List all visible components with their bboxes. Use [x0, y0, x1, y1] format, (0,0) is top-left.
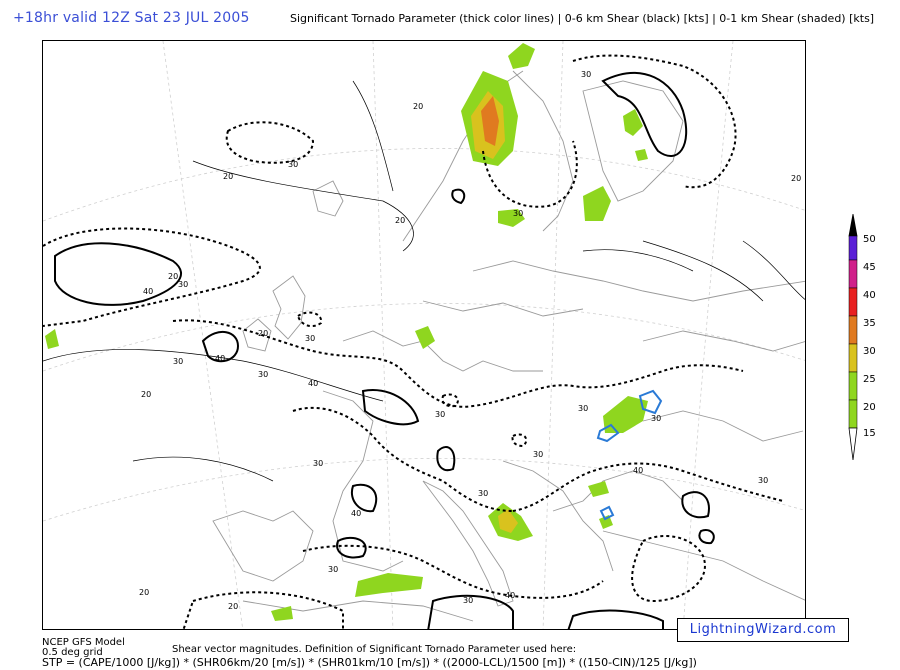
- contour-label: 40: [215, 354, 225, 363]
- scale-label: 35: [863, 318, 876, 329]
- map-panel: 20 30 40 20 30 20 30 40 30 20 30 40 30 2…: [42, 40, 806, 630]
- stp-contours: [596, 389, 663, 521]
- contour-label: 20: [168, 272, 178, 281]
- footer-note: Shear vector magnitudes. Definition of S…: [172, 644, 577, 655]
- contour-label: 30: [328, 565, 338, 574]
- contour-label: 30: [258, 370, 268, 379]
- contour-label: 30: [533, 450, 543, 459]
- scale-label: 45: [863, 262, 876, 273]
- scale-label: 15: [863, 428, 876, 439]
- contour-label: 30: [478, 489, 488, 498]
- contour-label: 20: [223, 172, 233, 181]
- scale-label: 40: [863, 290, 876, 301]
- scale-label: 30: [863, 346, 876, 357]
- stp-formula: STP = (CAPE/1000 [J/kg]) * (SHR06km/20 […: [42, 656, 697, 669]
- coastlines: [212, 70, 805, 622]
- contour-label: 40: [633, 466, 643, 475]
- contour-label: 30: [313, 459, 323, 468]
- shear-shading: [45, 43, 648, 621]
- contour-label: 20: [139, 588, 149, 597]
- contour-label: 20: [258, 329, 268, 338]
- contour-label: 20: [141, 390, 151, 399]
- contour-label: 30: [758, 476, 768, 485]
- chart-title: Significant Tornado Parameter (thick col…: [290, 12, 875, 25]
- contour-label: 40: [505, 591, 515, 600]
- contour-label: 30: [651, 414, 661, 423]
- contour-label: 30: [435, 410, 445, 419]
- model-label: NCEP GFS Model: [42, 637, 125, 648]
- graticule: [43, 41, 805, 629]
- contour-label: 20: [791, 174, 801, 183]
- map-canvas: 20 30 40 20 30 20 30 40 30 20 30 40 30 2…: [43, 41, 805, 629]
- contour-label: 20: [228, 602, 238, 611]
- brand-link[interactable]: LightningWizard.com: [677, 618, 849, 642]
- color-scale-legend: 50 45 40 35 30 25 20 15: [845, 213, 885, 464]
- contour-label: 30: [288, 160, 298, 169]
- valid-time-label: +18hr valid 12Z Sat 23 JUL 2005: [13, 10, 250, 26]
- contour-label: 20: [413, 102, 423, 111]
- scale-label: 20: [863, 402, 876, 413]
- contour-label: 30: [305, 334, 315, 343]
- contour-label: 40: [308, 379, 318, 388]
- contour-label: 30: [578, 404, 588, 413]
- scale-label: 50: [863, 234, 876, 245]
- contour-label: 30: [178, 280, 188, 289]
- contour-label: 40: [143, 287, 153, 296]
- contour-label: 30: [581, 70, 591, 79]
- contour-label: 40: [351, 509, 361, 518]
- shear-30kt-contours: [43, 54, 784, 629]
- contour-label: 20: [395, 216, 405, 225]
- shear-20kt-contours: [43, 80, 805, 482]
- contour-label: 30: [173, 357, 183, 366]
- contour-labels: 20 30 40 20 30 20 30 40 30 20 30 40 30 2…: [139, 70, 801, 611]
- scale-label: 25: [863, 374, 876, 385]
- grid-label: 0.5 deg grid: [42, 647, 103, 658]
- contour-label: 30: [513, 209, 523, 218]
- contour-label: 30: [463, 596, 473, 605]
- shear-40kt-contours: [54, 71, 715, 629]
- color-scale-bar: [848, 213, 858, 461]
